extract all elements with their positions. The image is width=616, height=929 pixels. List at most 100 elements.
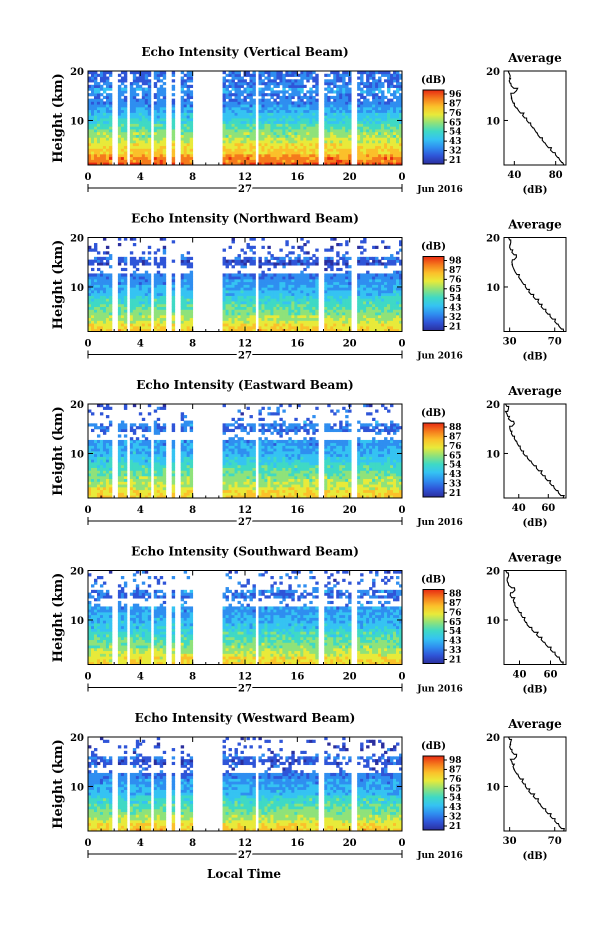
heatmap-cell bbox=[342, 87, 346, 91]
heatmap-cell bbox=[88, 278, 92, 283]
heatmap-cell bbox=[243, 290, 247, 294]
heatmap-cell bbox=[345, 290, 349, 294]
heatmap-cell bbox=[381, 162, 385, 166]
heatmap-cell bbox=[327, 248, 331, 252]
heatmap-cell bbox=[396, 251, 400, 255]
heatmap-cell bbox=[333, 298, 337, 302]
heatmap-cell bbox=[258, 306, 262, 310]
heatmap-cell bbox=[270, 129, 274, 133]
heatmap-cell bbox=[390, 76, 394, 80]
heatmap-cell bbox=[117, 131, 122, 135]
heatmap-cell bbox=[93, 95, 98, 100]
heatmap-cell bbox=[132, 328, 137, 332]
heatmap-cell bbox=[258, 90, 262, 94]
heatmap-cell bbox=[294, 278, 298, 283]
heatmap-cell bbox=[330, 290, 334, 294]
heatmap-cell bbox=[90, 287, 95, 291]
heatmap-cell bbox=[246, 90, 250, 94]
heatmap-cell bbox=[183, 131, 188, 135]
heatmap-cell bbox=[309, 323, 313, 327]
heatmap-cell bbox=[93, 156, 98, 160]
heatmap-cell bbox=[99, 73, 104, 77]
heatmap-cell bbox=[315, 276, 319, 280]
heatmap-cell bbox=[132, 145, 137, 149]
heatmap-cell bbox=[327, 118, 331, 122]
heatmap-cell bbox=[252, 87, 256, 91]
heatmap-cell bbox=[333, 278, 337, 283]
heatmap-cell bbox=[399, 328, 403, 332]
heatmap-cell bbox=[294, 101, 298, 105]
heatmap-cell bbox=[339, 140, 343, 144]
heatmap-cell bbox=[102, 73, 107, 77]
heatmap-cell bbox=[246, 137, 250, 141]
heatmap-cell bbox=[345, 148, 349, 152]
heatmap-cell bbox=[279, 123, 283, 127]
heatmap-cell bbox=[363, 145, 367, 149]
heatmap-cell bbox=[141, 312, 146, 316]
heatmap-cell bbox=[246, 290, 250, 294]
heatmap-cell bbox=[88, 156, 92, 160]
heatmap-cell bbox=[384, 295, 388, 299]
heatmap-cell bbox=[117, 290, 122, 294]
heatmap-cell bbox=[348, 151, 352, 155]
heatmap-cell bbox=[231, 287, 235, 291]
heatmap-cell bbox=[258, 140, 262, 144]
heatmap-cell bbox=[171, 87, 176, 91]
heatmap-cell bbox=[261, 320, 265, 324]
heatmap-cell bbox=[159, 79, 164, 83]
heatmap-cell bbox=[147, 292, 152, 296]
heatmap-cell bbox=[108, 256, 113, 261]
heatmap-cell bbox=[297, 118, 301, 122]
heatmap-cell bbox=[96, 118, 101, 122]
heatmap-cell bbox=[324, 303, 328, 308]
heatmap-cell bbox=[276, 153, 280, 158]
heatmap-cell bbox=[90, 126, 95, 130]
heatmap-cell bbox=[303, 153, 307, 158]
heatmap-cell bbox=[153, 93, 158, 97]
heatmap-cell bbox=[183, 320, 188, 324]
heatmap-cell bbox=[279, 303, 283, 308]
heatmap-cell bbox=[99, 412, 104, 416]
heatmap-cell bbox=[297, 320, 301, 324]
heatmap-cell bbox=[228, 156, 232, 160]
heatmap-cell bbox=[138, 298, 143, 302]
heatmap-cell bbox=[93, 495, 98, 499]
heatmap-cell bbox=[96, 142, 101, 147]
heatmap-cell bbox=[186, 145, 191, 149]
heatmap-cell bbox=[135, 142, 140, 147]
heatmap-cell bbox=[186, 90, 191, 94]
heatmap-cell bbox=[129, 142, 134, 147]
heatmap-cell bbox=[159, 156, 164, 160]
heatmap-cell bbox=[102, 156, 107, 160]
heatmap-cell bbox=[312, 101, 316, 105]
heatmap-cell bbox=[381, 320, 385, 324]
heatmap-cell bbox=[144, 115, 149, 119]
heatmap-cell bbox=[252, 131, 256, 135]
heatmap-cell bbox=[330, 90, 334, 94]
heatmap-cell bbox=[156, 71, 161, 75]
heatmap-cell bbox=[264, 137, 268, 141]
heatmap-cell bbox=[108, 84, 113, 88]
heatmap-cell bbox=[90, 317, 95, 321]
heatmap-cell bbox=[186, 104, 191, 108]
heatmap-cell bbox=[309, 276, 313, 280]
y-tick-label: 20 bbox=[70, 67, 84, 78]
heatmap-cell bbox=[363, 287, 367, 291]
heatmap-cell bbox=[234, 317, 238, 321]
heatmap-cell bbox=[162, 265, 167, 269]
heatmap-cell bbox=[102, 276, 107, 280]
heatmap-cell bbox=[261, 323, 265, 327]
heatmap-cell bbox=[129, 323, 134, 327]
heatmap-cell bbox=[93, 93, 98, 97]
heatmap-cell bbox=[384, 292, 388, 296]
heatmap-cell bbox=[327, 95, 331, 100]
heatmap-cell bbox=[366, 76, 370, 80]
heatmap-cell bbox=[375, 298, 379, 302]
heatmap-cell bbox=[99, 84, 104, 88]
heatmap-cell bbox=[162, 140, 167, 144]
heatmap-cell bbox=[222, 129, 226, 133]
heatmap-cell bbox=[117, 273, 122, 277]
heatmap-cell bbox=[90, 262, 95, 266]
heatmap-cell bbox=[180, 115, 185, 119]
heatmap-cell bbox=[306, 292, 310, 296]
